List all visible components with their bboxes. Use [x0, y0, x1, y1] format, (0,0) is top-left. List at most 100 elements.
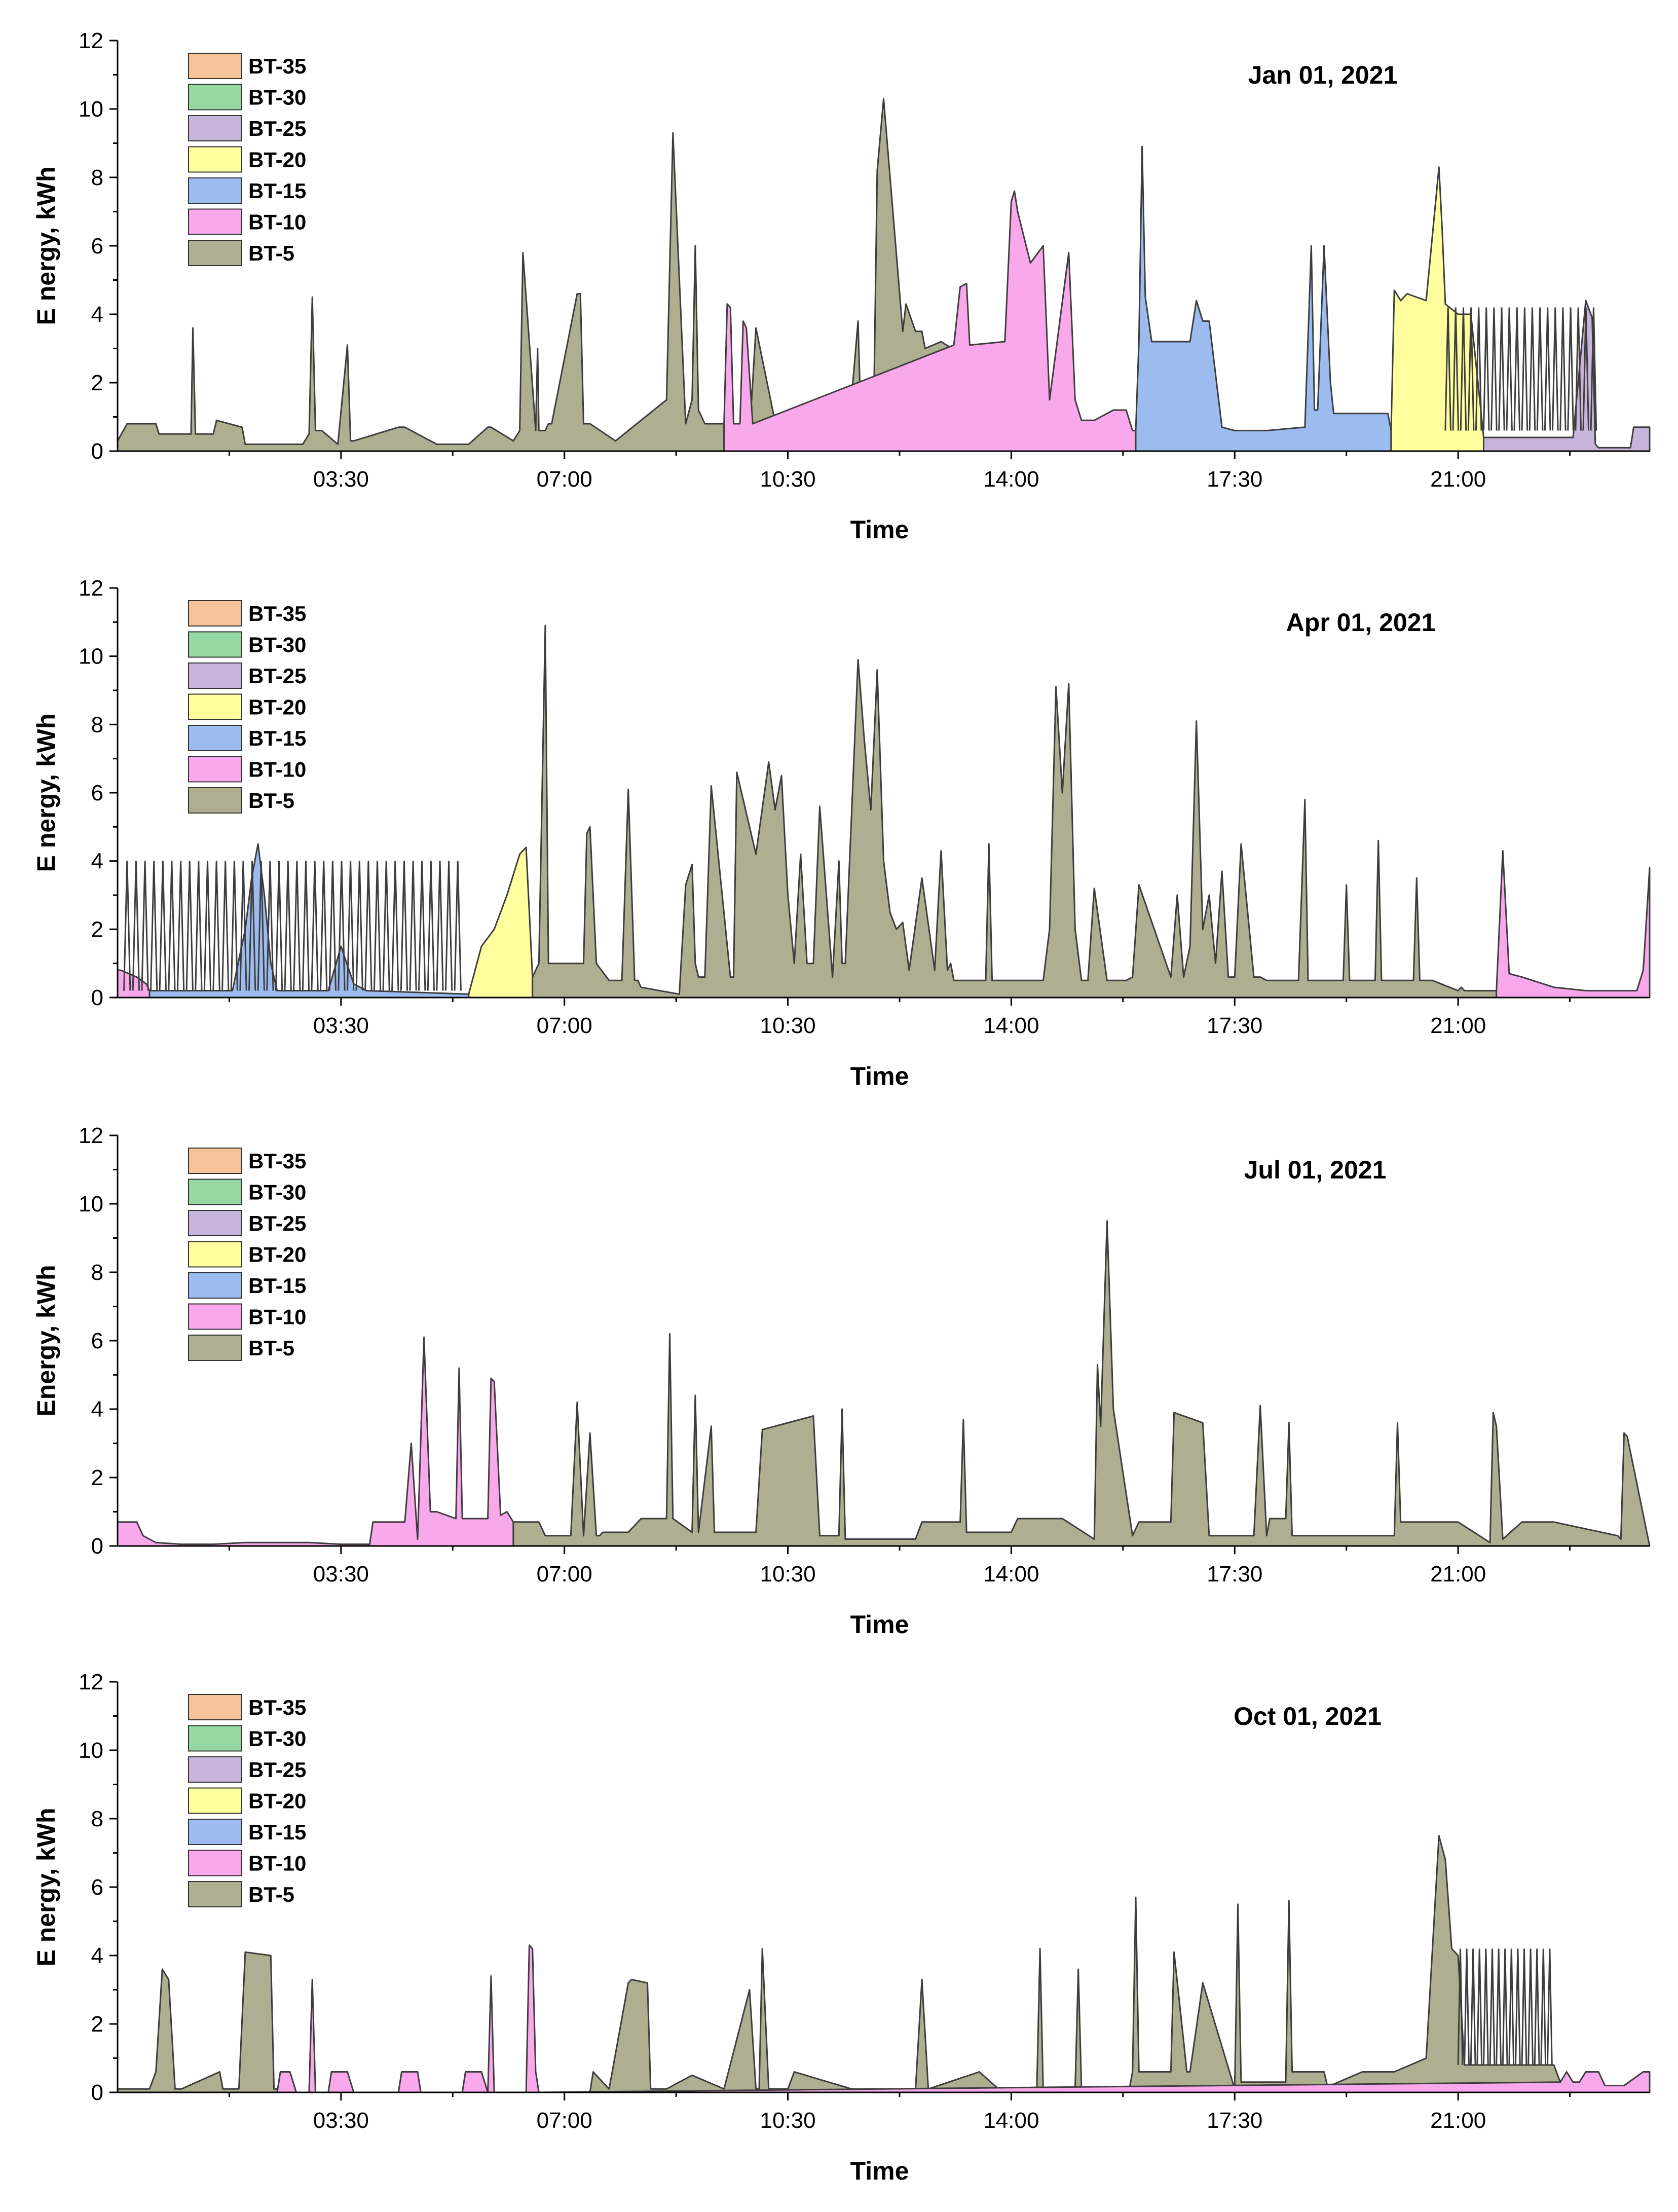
x-tick-label: 07:00: [537, 2108, 592, 2133]
x-tick-label: 21:00: [1430, 467, 1486, 492]
legend: BT-35 BT-30 BT-25 BT-20 BT-15 BT-10 BT-5: [188, 1694, 306, 1907]
x-tick-label: 21:00: [1430, 1013, 1486, 1038]
y-tick-label: 6: [91, 234, 103, 259]
legend-label-bt-10: BT-10: [248, 1852, 306, 1875]
area-bt-5: [512, 1220, 1651, 1547]
legend-swatch-bt-10: [188, 756, 242, 783]
legend-label-bt-25: BT-25: [248, 1758, 306, 1782]
y-tick-label: 8: [91, 1260, 103, 1285]
legend-label-bt-35: BT-35: [248, 1695, 306, 1719]
legend-label-bt-30: BT-30: [248, 86, 306, 109]
legend: BT-35 BT-30 BT-25 BT-20 BT-15 BT-10 BT-5: [188, 600, 306, 814]
area-bt-15: [148, 843, 470, 999]
x-tick-label: 10:30: [760, 1562, 816, 1587]
legend-label-bt-20: BT-20: [248, 1243, 306, 1267]
legend-label-bt-20: BT-20: [248, 695, 306, 719]
y-tick-label: 4: [91, 302, 103, 327]
y-tick-label: 6: [91, 1329, 103, 1353]
x-tick-label: 10:30: [760, 1013, 816, 1038]
area-bt-10: [723, 190, 1137, 452]
x-axis-label: Time: [850, 1610, 909, 1639]
legend-swatch-bt-25: [188, 1756, 242, 1783]
x-axis-label: Time: [850, 515, 909, 544]
legend-swatch-bt-35: [188, 600, 242, 626]
legend-swatch-bt-30: [188, 84, 242, 110]
area-bt-15: [1135, 145, 1392, 452]
legend-swatch-bt-25: [188, 1210, 242, 1236]
legend: BT-35 BT-30 BT-25 BT-20 BT-15 BT-10 BT-5: [188, 1148, 306, 1361]
y-tick-label: 10: [79, 97, 103, 122]
area-bt-10: [1496, 850, 1651, 999]
legend-swatch-bt-20: [188, 1241, 242, 1268]
x-tick-label: 07:00: [537, 467, 592, 492]
y-tick-label: 2: [91, 917, 103, 942]
y-tick-label: 4: [91, 1943, 103, 1968]
legend: BT-35 BT-30 BT-25 BT-20 BT-15 BT-10 BT-5: [188, 53, 306, 266]
x-tick-label: 03:30: [313, 467, 369, 492]
legend-label-bt-35: BT-35: [248, 54, 306, 78]
spike-series-1: [1444, 307, 1597, 431]
legend-label-bt-25: BT-25: [248, 1211, 306, 1235]
chart-title: Oct 01, 2021: [1234, 1702, 1382, 1730]
x-tick-label: 17:30: [1207, 1013, 1262, 1038]
spike-series-1: [1457, 1948, 1553, 2066]
legend-label-bt-5: BT-5: [248, 1336, 294, 1360]
y-tick-label: 4: [91, 849, 103, 874]
chart-title: Apr 01, 2021: [1286, 608, 1436, 637]
y-tick-label: 6: [91, 1875, 103, 1900]
y-tick-label: 2: [91, 371, 103, 395]
legend-swatch-bt-35: [188, 1148, 242, 1174]
y-tick-label: 0: [91, 2080, 103, 2105]
x-tick-label: 14:00: [983, 1562, 1039, 1587]
legend-swatch-bt-20: [188, 693, 242, 720]
y-tick-label: 8: [91, 165, 103, 190]
legend-swatch-bt-15: [188, 725, 242, 751]
legend-label-bt-30: BT-30: [248, 1727, 306, 1751]
area-bt-25: [1483, 300, 1651, 452]
legend-label-bt-5: BT-5: [248, 789, 294, 813]
y-tick-label: 10: [79, 1192, 103, 1216]
y-tick-label: 6: [91, 781, 103, 805]
legend-swatch-bt-15: [188, 1272, 242, 1299]
y-tick-label: 2: [91, 2012, 103, 2037]
area-bt-10: [117, 1336, 514, 1547]
legend-label-bt-25: BT-25: [248, 664, 306, 688]
legend-swatch-bt-5: [188, 240, 242, 266]
legend-swatch-bt-5: [188, 1335, 242, 1361]
legend-swatch-bt-20: [188, 146, 242, 173]
chart-panel-1: 0 2 4 6 8 10 12 03:30 07:00 10:30 14:00 17:30 21:00 T…: [32, 28, 1651, 544]
area-bt-5: [532, 624, 1498, 999]
area-bt-20: [1390, 166, 1484, 452]
legend-label-bt-35: BT-35: [248, 1149, 306, 1173]
x-tick-label: 14:00: [983, 2108, 1039, 2133]
y-tick-label: 0: [91, 985, 103, 1010]
y-tick-label: 12: [79, 1670, 103, 1694]
legend-label-bt-20: BT-20: [248, 1789, 306, 1813]
y-tick-label: 12: [79, 1123, 103, 1148]
x-tick-label: 10:30: [760, 467, 816, 492]
area-bt-20: [468, 846, 534, 999]
x-axis-label: Time: [850, 1062, 909, 1090]
legend-swatch-bt-35: [188, 1694, 242, 1720]
legend-swatch-bt-35: [188, 53, 242, 79]
y-tick-label: 4: [91, 1397, 103, 1422]
legend-label-bt-10: BT-10: [248, 210, 306, 234]
x-tick-label: 10:30: [760, 2108, 816, 2133]
legend-swatch-bt-30: [188, 1725, 242, 1752]
legend-label-bt-15: BT-15: [248, 1274, 306, 1298]
y-tick-label: 8: [91, 712, 103, 737]
legend-label-bt-30: BT-30: [248, 633, 306, 657]
legend-swatch-bt-30: [188, 631, 242, 658]
legend-swatch-bt-30: [188, 1178, 242, 1205]
y-tick-label: 2: [91, 1465, 103, 1490]
legend-swatch-bt-25: [188, 662, 242, 689]
spike-series-1: [123, 861, 462, 991]
x-tick-label: 03:30: [313, 2108, 369, 2133]
legend-label-bt-25: BT-25: [248, 117, 306, 140]
y-axis-label: E nergy, kWh: [32, 713, 60, 872]
legend-swatch-bt-20: [188, 1787, 242, 1814]
y-axis-label: E nergy, kWh: [32, 1808, 60, 1966]
y-tick-label: 8: [91, 1807, 103, 1831]
legend-label-bt-35: BT-35: [248, 602, 306, 625]
